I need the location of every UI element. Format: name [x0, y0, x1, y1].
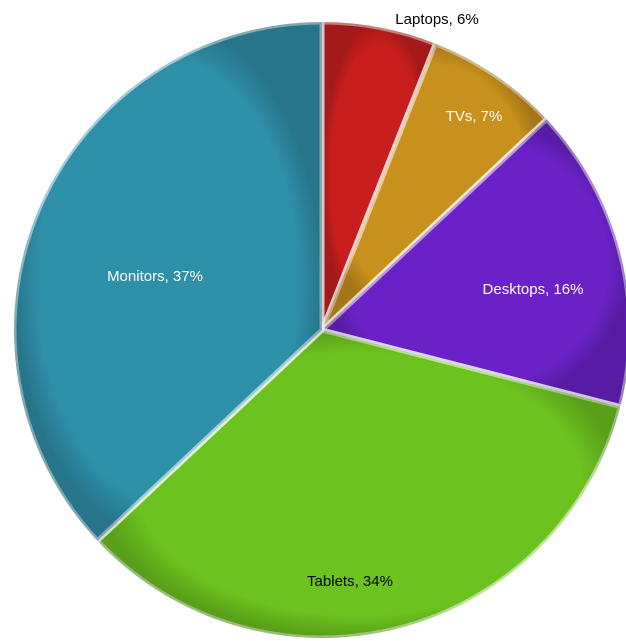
data-label: Laptops, 6%: [395, 11, 478, 28]
data-label: Desktops, 16%: [483, 281, 584, 298]
data-label: TVs, 7%: [446, 108, 503, 125]
data-label: Tablets, 34%: [307, 573, 393, 590]
data-label: Monitors, 37%: [107, 268, 203, 285]
